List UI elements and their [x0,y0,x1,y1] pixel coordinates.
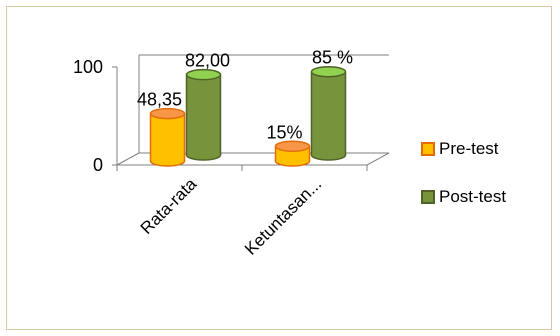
legend-label-post-test: Post-test [439,187,507,206]
bar-top [274,140,311,153]
bar-post-test [186,74,221,155]
bar-top [149,107,186,120]
x-tick-label: Ketuntasan... [241,174,325,258]
chart-bars [149,65,347,167]
data-label: 82,00 [185,51,230,71]
floor-right-edge [366,152,390,166]
floor-left-edge [116,152,140,166]
y-tick-label: 100 [73,57,103,77]
legend-item-post-test: Post-test [421,187,506,207]
bar-top [310,65,347,78]
bar-pre-test [150,113,185,161]
bar-top [185,68,222,81]
legend-label-pre-test: Pre-test [439,139,499,158]
y-tick-label: 0 [93,155,103,175]
legend-swatch-post-test [421,190,435,204]
bar-post-test [311,71,346,155]
x-tick-label: Rata-rata [137,174,201,238]
chart-frame: 0 100 48,35 82,00 Rata-rata 15% 85 % Ketuntasan… [6,6,552,330]
legend-item-pre-test: Pre-test [421,139,499,159]
legend-swatch-pre-test [421,142,435,156]
data-label: 85 % [312,48,353,68]
data-label: 48,35 [137,90,182,110]
data-label: 15% [266,122,302,142]
